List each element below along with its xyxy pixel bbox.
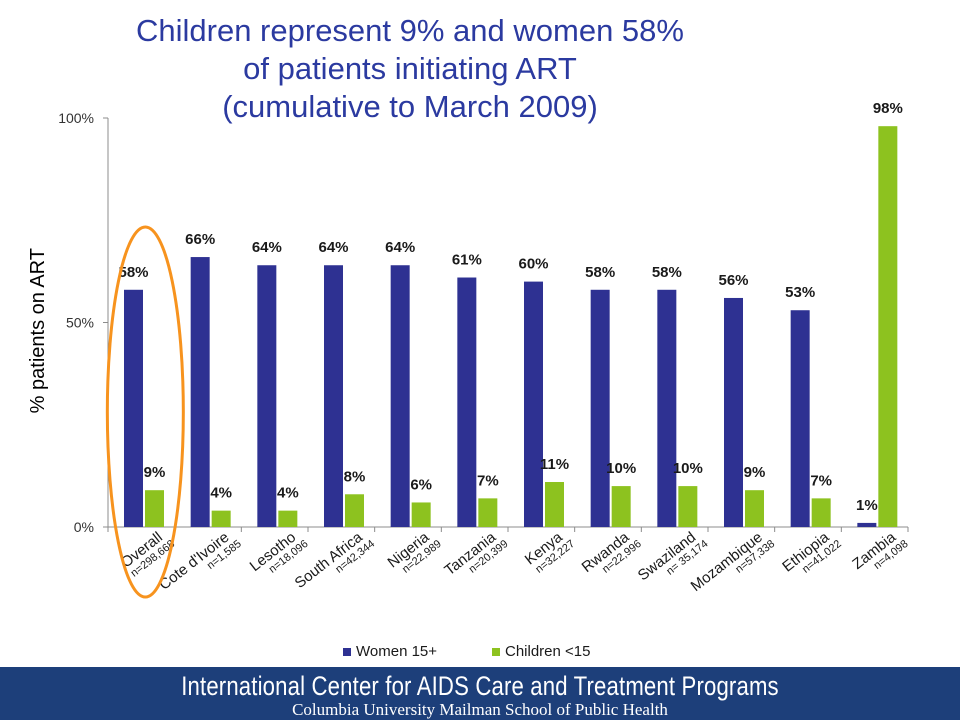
data-label-women-0: 58%	[118, 264, 148, 281]
bar-children-4	[411, 502, 431, 527]
bar-women-4	[390, 265, 410, 527]
y-tick-label-1: 50%	[66, 315, 94, 331]
bar-women-1	[190, 257, 210, 527]
bar-children-1	[211, 510, 231, 527]
bar-women-8	[657, 289, 677, 527]
y-tick-label-2: 100%	[58, 110, 94, 126]
data-label-children-9: 9%	[744, 464, 766, 481]
data-label-children-6: 11%	[540, 456, 569, 473]
bar-chart: 0%50%100%% patients on ART 58%9%Overalln=…	[27, 100, 911, 660]
title-line-1: Children represent 9% and women 58%	[136, 13, 684, 48]
bar-women-11	[857, 522, 877, 527]
footer-organization: International Center for AIDS Care and T…	[181, 671, 779, 701]
highlight-ellipse	[105, 225, 185, 599]
legend-label-0: Women 15+	[356, 643, 437, 660]
data-label-children-2: 4%	[277, 485, 299, 502]
bar-women-2	[257, 265, 277, 527]
bar-children-3	[345, 494, 364, 527]
title-line-2: of patients initiating ART	[243, 51, 577, 86]
data-label-children-4: 6%	[410, 476, 432, 493]
data-label-children-8: 10%	[673, 460, 703, 477]
y-axis-title: % patients on ART	[27, 248, 49, 413]
bar-women-9	[724, 297, 743, 527]
data-label-children-11: 98%	[873, 100, 903, 117]
data-label-children-1: 4%	[210, 485, 232, 502]
footer-banner: International Center for AIDS Care and T…	[0, 667, 960, 720]
title-line-3: (cumulative to March 2009)	[222, 89, 598, 124]
data-label-women-11: 1%	[856, 497, 878, 514]
data-label-women-10: 53%	[785, 284, 815, 301]
bar-children-6	[545, 482, 564, 527]
bar-children-10	[811, 498, 831, 527]
bar-women-3	[324, 265, 343, 527]
bar-women-7	[590, 289, 610, 527]
bar-children-9	[745, 490, 764, 527]
data-label-children-0: 9%	[144, 464, 166, 481]
bar-women-0	[124, 289, 143, 527]
data-label-women-4: 64%	[385, 239, 415, 256]
data-label-women-1: 66%	[185, 231, 215, 248]
data-label-women-2: 64%	[252, 239, 282, 256]
bar-women-10	[790, 310, 810, 527]
bar-children-11	[878, 126, 898, 528]
legend-swatch-1	[492, 648, 500, 656]
bar-children-2	[278, 510, 298, 527]
bar-children-7	[611, 486, 631, 527]
bar-women-5	[457, 277, 477, 527]
data-label-children-5: 7%	[477, 472, 499, 489]
legend-swatch-0	[343, 648, 351, 656]
bar-children-0	[145, 490, 164, 527]
data-label-women-7: 58%	[585, 264, 615, 281]
data-label-children-3: 8%	[344, 468, 366, 485]
data-label-women-5: 61%	[452, 252, 482, 269]
bar-children-5	[478, 498, 498, 527]
chart-title: Children represent 9% and women 58% of p…	[90, 12, 730, 126]
legend-label-1: Children <15	[505, 643, 590, 660]
data-label-women-8: 58%	[652, 264, 682, 281]
footer-school: Columbia University Mailman School of Pu…	[292, 700, 668, 719]
data-label-children-10: 7%	[810, 472, 832, 489]
data-label-women-9: 56%	[718, 272, 748, 289]
data-label-women-6: 60%	[518, 256, 548, 273]
y-tick-label-0: 0%	[74, 519, 94, 535]
bar-women-6	[524, 281, 543, 527]
data-label-women-3: 64%	[318, 239, 348, 256]
bar-children-8	[678, 486, 698, 527]
data-label-children-7: 10%	[606, 460, 636, 477]
